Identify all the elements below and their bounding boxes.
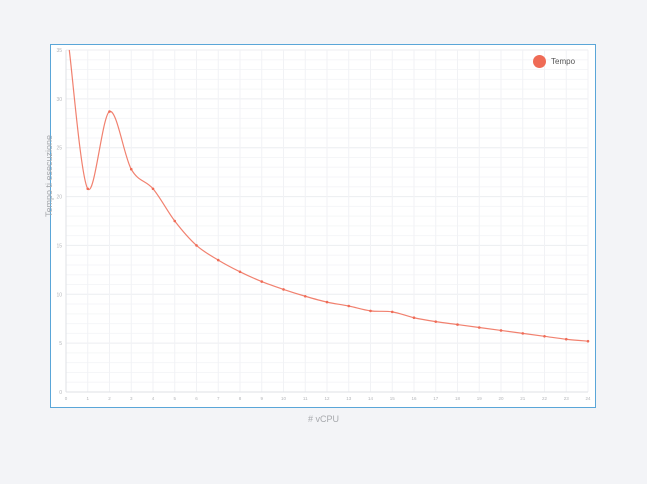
x-tick-label: 3 (130, 396, 133, 401)
data-point (347, 304, 351, 308)
data-point (434, 320, 438, 323)
x-tick-label: 21 (520, 396, 526, 401)
x-tick-label: 10 (281, 396, 287, 401)
x-tick-label: 18 (455, 396, 461, 401)
x-tick-label: 24 (585, 396, 591, 401)
data-point (564, 337, 568, 341)
x-tick-label: 9 (260, 396, 263, 401)
data-point (238, 270, 242, 274)
x-tick-label: 5 (173, 396, 176, 401)
y-tick-label: 10 (56, 292, 62, 298)
x-tick-label: 12 (324, 396, 330, 401)
legend-label: Tempo (551, 57, 576, 66)
data-point (521, 332, 525, 335)
data-point (86, 187, 90, 191)
data-point (173, 219, 177, 223)
y-tick-label: 30 (56, 97, 62, 103)
x-tick-label: 20 (498, 396, 504, 401)
data-point (456, 323, 459, 326)
y-tick-label: 15 (56, 243, 62, 249)
legend-swatch (533, 55, 546, 68)
y-tick-label: 5 (59, 341, 62, 347)
data-point (216, 258, 220, 262)
data-point (129, 167, 133, 171)
data-point (499, 329, 503, 332)
x-tick-label: 17 (433, 396, 439, 401)
y-tick-label: 35 (56, 48, 62, 54)
data-point (195, 244, 198, 247)
x-tick-label: 4 (152, 396, 155, 401)
x-tick-label: 14 (368, 396, 374, 401)
data-point (586, 339, 590, 343)
x-tick-label: 6 (195, 396, 198, 401)
x-tick-label: 15 (390, 396, 396, 401)
x-tick-label: 22 (542, 396, 548, 401)
data-point (151, 187, 155, 191)
x-tick-label: 7 (217, 396, 220, 401)
y-axis-title: Tempo ti esecuzione (44, 134, 54, 218)
data-point (543, 335, 546, 338)
x-tick-label: 13 (346, 396, 352, 401)
y-tick-label: 20 (56, 195, 62, 201)
x-tick-label: 0 (65, 396, 68, 401)
x-tick-label: 1 (86, 396, 89, 401)
data-point (303, 294, 307, 298)
data-point (477, 326, 481, 329)
data-point (325, 300, 329, 304)
x-axis-title: # vCPU (307, 414, 339, 424)
y-tick-label: 0 (59, 390, 62, 396)
data-point (260, 280, 264, 283)
data-point (108, 110, 111, 113)
data-point (369, 309, 372, 313)
x-tick-label: 16 (411, 396, 417, 401)
y-tick-label: 25 (56, 146, 62, 152)
x-tick-label: 19 (477, 396, 483, 401)
data-point (412, 316, 416, 320)
data-point (390, 310, 394, 314)
x-tick-label: 2 (108, 396, 111, 401)
legend: Tempo (533, 55, 575, 68)
x-tick-label: 11 (303, 396, 308, 401)
x-tick-label: 8 (239, 396, 242, 401)
data-point (282, 288, 285, 291)
series-line-tempo (68, 49, 589, 342)
x-tick-label: 23 (564, 396, 570, 401)
